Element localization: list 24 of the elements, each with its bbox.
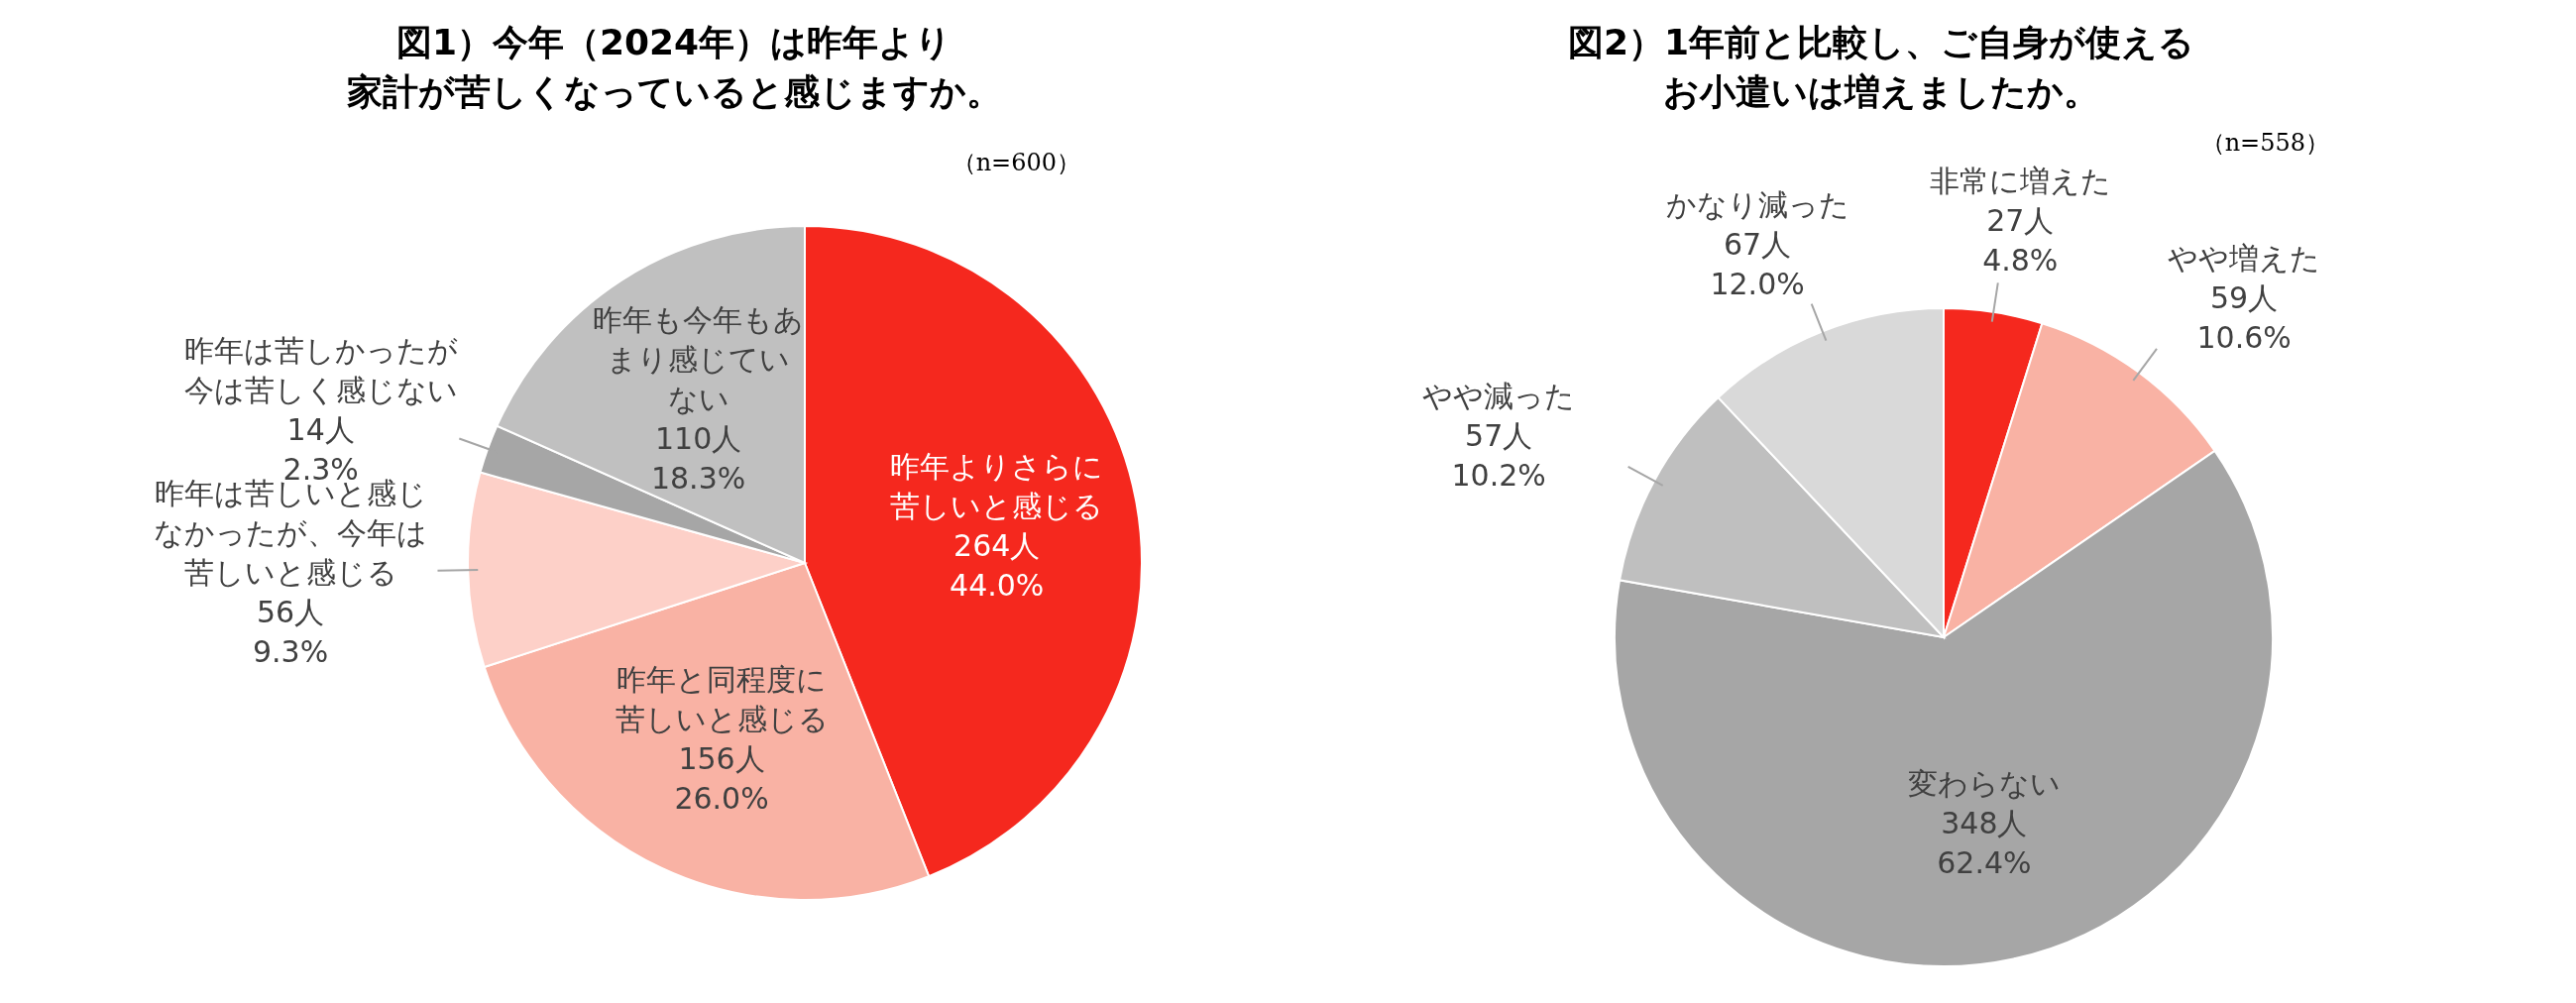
chart-title: 図1）今年（2024年）は昨年より [394, 21, 953, 64]
data-label: 67人 12.0% [1709, 226, 1806, 304]
slice-label: 昨年よりさらに苦しいと感じる [890, 448, 1104, 526]
chart-subtitle: お小遣いは増えましたか。 [1662, 70, 2100, 114]
slice-label: 非常に増えた [1928, 162, 2112, 200]
slice-label: 昨年は苦しかったが今は苦しく感じない [182, 332, 459, 410]
data-label: 57人 10.2% [1450, 417, 1547, 496]
chart-subtitle: 家計が苦しくなっていると感じますか。 [345, 70, 1003, 114]
text: （n=558） [2200, 128, 2329, 159]
data-label: 156人 26.0% [673, 740, 770, 819]
slice-label: 昨年も今年もあまり感じていない [592, 300, 806, 418]
slice-label: 昨年と同程度に苦しいと感じる [615, 661, 829, 739]
data-label: 27人 4.8% [1981, 201, 2060, 279]
data-label: 264人 44.0% [949, 527, 1046, 606]
data-label: 59人 10.6% [2195, 279, 2293, 357]
data-label: 348人 62.4% [1936, 805, 2033, 883]
slice-label: 変わらない [1906, 765, 2062, 804]
text: （n=600） [952, 148, 1080, 178]
slice-label: やや減った [1421, 378, 1577, 416]
slice-label: かなり減った [1664, 186, 1850, 225]
data-label: 56人 9.3% [252, 593, 330, 671]
chart-title: 図2）1年前と比較し、ご自身が使える [1566, 21, 2196, 64]
slice-label: やや増えた [2167, 239, 2322, 278]
data-label: 110人 18.3% [649, 419, 747, 498]
